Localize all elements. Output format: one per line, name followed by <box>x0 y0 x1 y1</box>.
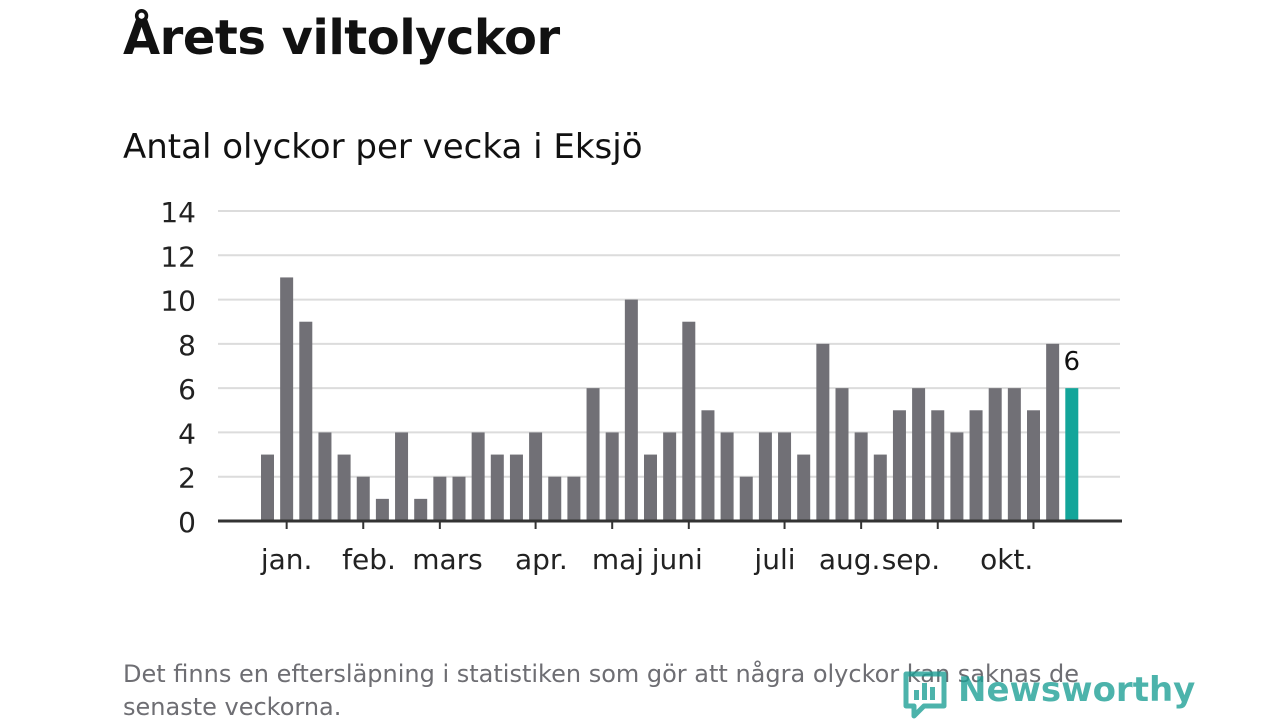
bar <box>509 454 523 521</box>
bar <box>950 432 964 521</box>
bar <box>605 432 619 521</box>
newsworthy-logo[interactable]: Newsworthy <box>898 668 1195 720</box>
bar <box>758 432 772 521</box>
bar <box>739 476 753 521</box>
y-tick-label: 0 <box>178 506 196 539</box>
bar <box>912 388 926 521</box>
y-axis-tick-labels: 0 2 4 6 8 10 12 14 <box>160 196 196 539</box>
bar <box>835 388 849 521</box>
bar <box>1007 388 1021 521</box>
bar <box>892 410 906 521</box>
x-tick-label: okt. <box>980 543 1033 576</box>
y-tick-label: 2 <box>178 462 196 495</box>
bar <box>873 454 887 521</box>
y-tick-label: 12 <box>160 240 196 273</box>
x-axis <box>218 519 1122 529</box>
bar <box>548 476 562 521</box>
y-tick-label: 10 <box>160 285 196 318</box>
bar <box>969 410 983 521</box>
x-tick-label: sep. <box>882 543 941 576</box>
bar <box>299 321 313 521</box>
bar <box>471 432 485 521</box>
bar <box>375 498 389 521</box>
x-tick-label: juni <box>651 543 703 576</box>
bar <box>586 388 600 521</box>
bar <box>682 321 696 521</box>
y-tick-label: 4 <box>178 417 196 450</box>
bar <box>720 432 734 521</box>
bar <box>490 454 504 521</box>
data-labels: 6 <box>1064 347 1081 377</box>
bar <box>567 476 581 521</box>
bar <box>356 476 370 521</box>
x-tick-label: aug. <box>819 543 881 576</box>
x-tick-label: maj <box>592 543 644 576</box>
bar <box>261 454 274 521</box>
bar <box>452 476 466 521</box>
bar <box>1027 410 1040 521</box>
brand-name: Newsworthy <box>958 670 1196 710</box>
x-axis-tick-labels: jan. feb. mars apr. maj juni juli aug. sep. okt. <box>260 543 1033 576</box>
bar <box>988 388 1002 521</box>
bar <box>529 432 543 521</box>
x-tick-label: feb. <box>342 543 396 576</box>
bar <box>778 432 792 521</box>
x-tick-label: apr. <box>515 543 568 576</box>
bar <box>931 410 945 521</box>
bar <box>1046 343 1060 521</box>
x-tick-label: juli <box>753 543 795 576</box>
bar <box>854 432 868 521</box>
bar <box>395 432 409 521</box>
y-tick-label: 14 <box>160 196 196 229</box>
bar <box>644 454 657 521</box>
bar <box>797 454 811 521</box>
bar <box>624 299 638 521</box>
bar-highlight <box>1065 388 1079 521</box>
bar <box>816 343 830 521</box>
bar <box>318 432 332 521</box>
y-tick-label: 8 <box>178 329 196 362</box>
bar <box>337 454 351 521</box>
y-tick-label: 6 <box>178 373 196 406</box>
data-label: 6 <box>1064 347 1081 377</box>
newsworthy-logo-icon <box>903 671 947 719</box>
chart-subtitle: Antal olyckor per vecka i Eksjö <box>123 127 643 167</box>
chart-title: Årets viltolyckor <box>123 10 560 66</box>
x-tick-label: mars <box>412 543 483 576</box>
bar <box>433 476 447 521</box>
x-tick-label: jan. <box>260 543 313 576</box>
bar <box>414 498 428 521</box>
bar <box>663 432 677 521</box>
bar <box>280 277 294 521</box>
bars <box>261 277 1079 521</box>
bar <box>701 410 715 521</box>
